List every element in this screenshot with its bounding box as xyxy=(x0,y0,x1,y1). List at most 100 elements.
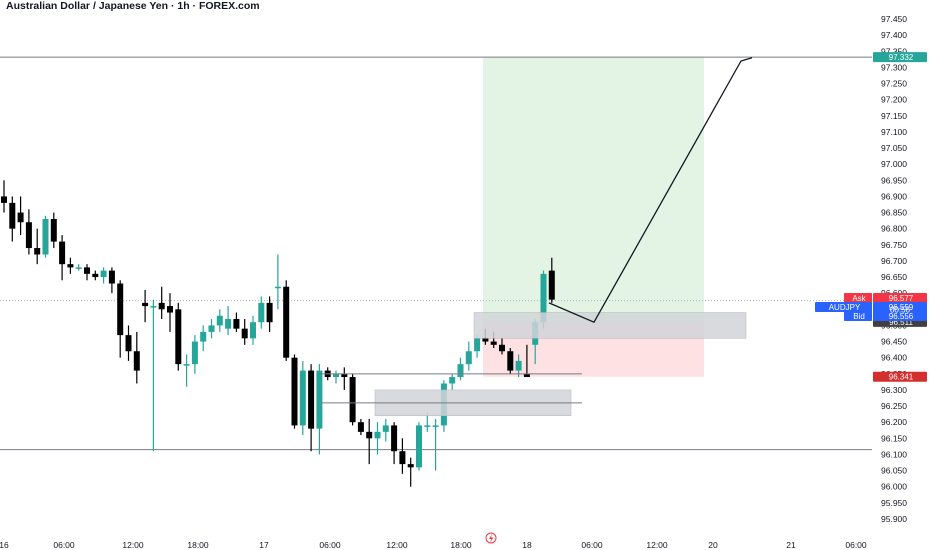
candle-body[interactable] xyxy=(424,425,431,427)
candle-body[interactable] xyxy=(258,302,265,323)
candle-body[interactable] xyxy=(250,322,256,339)
candle-body[interactable] xyxy=(374,431,381,439)
price-tick-label: 96.250 xyxy=(881,401,907,411)
candle-body[interactable] xyxy=(465,351,472,365)
candle-body[interactable] xyxy=(183,364,190,366)
price-tick-label: 96.850 xyxy=(881,208,907,218)
candle-body[interactable] xyxy=(548,270,555,300)
candle-body[interactable] xyxy=(366,431,373,439)
candle-body[interactable] xyxy=(225,318,232,329)
candle-body[interactable] xyxy=(416,425,422,468)
candle-body[interactable] xyxy=(474,338,481,352)
time-tick-label: 18:00 xyxy=(187,540,209,550)
price-axis[interactable] xyxy=(872,0,932,550)
candle-body[interactable] xyxy=(9,202,16,229)
price-tick-label: 97.100 xyxy=(881,127,907,137)
candle-body[interactable] xyxy=(540,273,547,323)
candle-body[interactable] xyxy=(158,302,165,310)
candle-body[interactable] xyxy=(167,306,173,313)
candle-body[interactable] xyxy=(117,283,124,336)
price-tick-label: 96.650 xyxy=(881,272,907,282)
candle-body[interactable] xyxy=(407,464,414,468)
price-tick-label: 95.900 xyxy=(881,514,907,524)
bid-label: Bid xyxy=(853,312,865,321)
candle-body[interactable] xyxy=(100,270,107,278)
price-tick-label: 97.350 xyxy=(881,46,907,56)
candle-body[interactable] xyxy=(92,273,99,278)
candle-body[interactable] xyxy=(316,370,323,429)
price-tick-label: 96.100 xyxy=(881,449,907,459)
candle-body[interactable] xyxy=(399,451,406,465)
candle-body[interactable] xyxy=(449,377,456,384)
time-tick-label: 06:00 xyxy=(581,540,603,550)
time-tick-label: 18:00 xyxy=(450,540,472,550)
candle-body[interactable] xyxy=(291,357,298,426)
price-tick-label: 97.050 xyxy=(881,143,907,153)
stop-price-tag-bg xyxy=(873,371,927,382)
candle-body[interactable] xyxy=(17,212,24,223)
candle-body[interactable] xyxy=(67,264,74,268)
candle-body[interactable] xyxy=(266,302,273,323)
candle-body[interactable] xyxy=(457,364,464,378)
time-tick-label: 06:00 xyxy=(53,540,75,550)
price-tick-label: 96.400 xyxy=(881,353,907,363)
price-tick-label: 96.950 xyxy=(881,175,907,185)
candle-body[interactable] xyxy=(341,373,348,378)
candle-body[interactable] xyxy=(490,341,497,345)
candle-body[interactable] xyxy=(482,338,489,342)
supply-demand-zone[interactable] xyxy=(473,312,747,339)
candle-body[interactable] xyxy=(75,267,82,269)
price-tick-label: 96.450 xyxy=(881,337,907,347)
time-tick-label: 21 xyxy=(786,540,796,550)
candle-body[interactable] xyxy=(150,306,157,308)
candle-body[interactable] xyxy=(216,315,223,326)
time-tick-label: 06:00 xyxy=(845,540,867,550)
candle-body[interactable] xyxy=(241,328,248,339)
candle-body[interactable] xyxy=(515,360,522,371)
candle-body[interactable] xyxy=(125,335,132,352)
price-tick-label: 96.800 xyxy=(881,224,907,234)
candle-body[interactable] xyxy=(432,425,439,427)
candle-body[interactable] xyxy=(233,318,240,329)
price-tick-label: 95.950 xyxy=(881,498,907,508)
candle-body[interactable] xyxy=(507,351,514,371)
candle-body[interactable] xyxy=(133,351,140,371)
candle-body[interactable] xyxy=(208,325,215,332)
candle-body[interactable] xyxy=(308,370,315,429)
candle-body[interactable] xyxy=(357,422,364,432)
candle-body[interactable] xyxy=(42,219,49,255)
candle-body[interactable] xyxy=(523,373,530,378)
candle-body[interactable] xyxy=(59,241,66,265)
time-axis[interactable] xyxy=(0,538,872,550)
candle-body[interactable] xyxy=(333,373,339,378)
candle-body[interactable] xyxy=(299,370,306,426)
candle-body[interactable] xyxy=(191,341,198,365)
candle-body[interactable] xyxy=(391,425,398,452)
candle-body[interactable] xyxy=(25,222,32,249)
target-zone xyxy=(483,57,704,322)
target-price-tag: 97.332 xyxy=(889,53,914,62)
candle-body[interactable] xyxy=(274,286,281,289)
ask-label-bg xyxy=(844,293,872,303)
price-tick-label: 97.250 xyxy=(881,79,907,89)
bid-label-bg xyxy=(844,311,872,321)
candle-body[interactable] xyxy=(175,309,182,365)
bid-price-tag-bg xyxy=(873,311,927,321)
candle-body[interactable] xyxy=(1,196,7,203)
candle-body[interactable] xyxy=(50,219,57,242)
candle-body[interactable] xyxy=(142,302,149,307)
candle-body[interactable] xyxy=(84,267,90,274)
candle-body[interactable] xyxy=(283,286,290,358)
countdown-timer: 00:56 xyxy=(890,306,911,315)
candle-body[interactable] xyxy=(349,377,356,423)
candle-body[interactable] xyxy=(499,344,505,352)
lightning-bolt xyxy=(489,534,494,543)
candle-body[interactable] xyxy=(200,331,207,342)
price-tick-label: 97.000 xyxy=(881,159,907,169)
symbol-label-bg xyxy=(815,302,872,312)
candle-body[interactable] xyxy=(34,248,41,255)
candle-body[interactable] xyxy=(382,425,389,432)
candle-body[interactable] xyxy=(108,270,115,284)
projection-path[interactable] xyxy=(548,57,753,324)
